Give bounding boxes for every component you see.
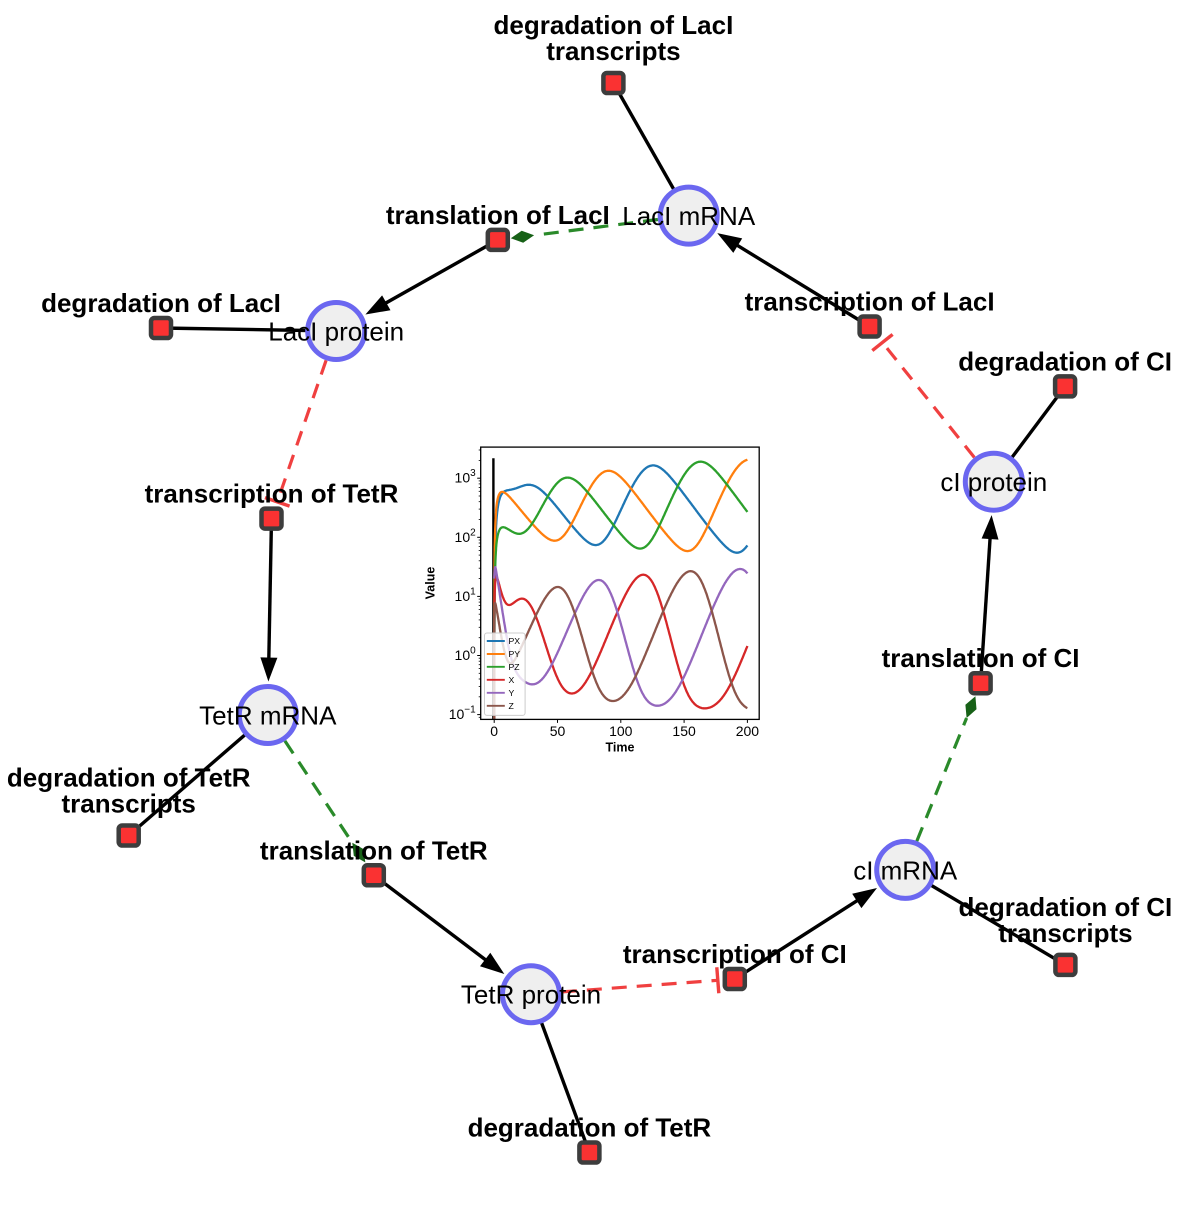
svg-text:Value: Value — [424, 567, 438, 600]
svg-text:translation of TetR: translation of TetR — [260, 835, 488, 865]
svg-text:degradation of TetR: degradation of TetR — [7, 763, 251, 793]
svg-text:transcripts: transcripts — [546, 36, 680, 66]
svg-text:cI protein: cI protein — [940, 467, 1047, 497]
svg-text:Time: Time — [606, 741, 635, 755]
svg-text:degradation of LacI: degradation of LacI — [493, 10, 733, 40]
svg-text:transcription of TetR: transcription of TetR — [145, 479, 399, 509]
svg-text:translation of CI: translation of CI — [882, 643, 1080, 673]
svg-text:200: 200 — [736, 723, 760, 739]
svg-text:transcripts: transcripts — [62, 789, 196, 819]
svg-text:degradation of LacI: degradation of LacI — [41, 288, 281, 318]
svg-text:PY: PY — [509, 649, 521, 659]
svg-text:degradation of CI: degradation of CI — [959, 892, 1173, 922]
svg-text:50: 50 — [550, 723, 566, 739]
svg-text:transcripts: transcripts — [998, 918, 1132, 948]
svg-text:degradation of CI: degradation of CI — [958, 346, 1172, 376]
svg-text:100: 100 — [609, 723, 633, 739]
svg-text:150: 150 — [672, 723, 696, 739]
svg-text:transcription of CI: transcription of CI — [623, 939, 847, 969]
svg-text:0: 0 — [490, 723, 498, 739]
svg-text:TetR protein: TetR protein — [461, 980, 601, 1010]
svg-text:cI mRNA: cI mRNA — [853, 855, 958, 885]
svg-text:X: X — [509, 675, 515, 685]
svg-text:LacI protein: LacI protein — [268, 317, 404, 347]
svg-text:degradation of TetR: degradation of TetR — [468, 1113, 712, 1143]
svg-text:LacI mRNA: LacI mRNA — [622, 201, 756, 231]
svg-text:translation of LacI: translation of LacI — [386, 200, 610, 230]
svg-text:TetR mRNA: TetR mRNA — [199, 701, 337, 731]
svg-text:PX: PX — [509, 636, 521, 646]
svg-text:Z: Z — [509, 701, 515, 711]
svg-text:transcription of LacI: transcription of LacI — [745, 287, 995, 317]
svg-text:PZ: PZ — [509, 662, 521, 672]
svg-text:Y: Y — [509, 688, 515, 698]
